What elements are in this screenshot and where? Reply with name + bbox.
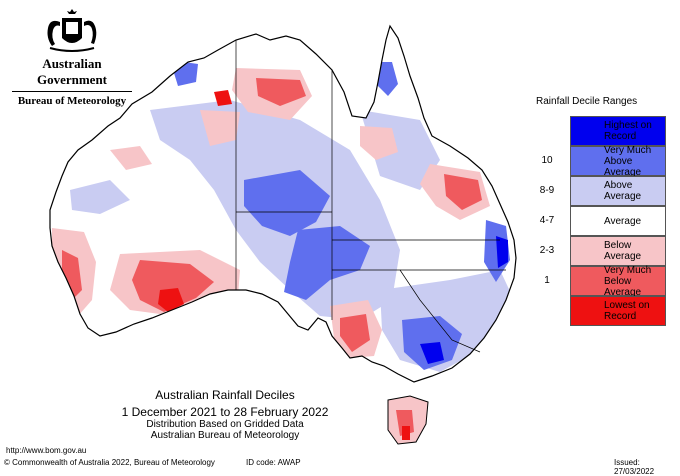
legend-row: 8-9 Above Average bbox=[530, 176, 670, 206]
legend: Highest on Record 10 Very Much Above Ave… bbox=[530, 116, 670, 326]
tasmania bbox=[387, 395, 429, 445]
legend-title: Rainfall Decile Ranges bbox=[536, 96, 638, 107]
legend-label: Average bbox=[604, 215, 642, 227]
mainland-outline bbox=[49, 24, 517, 383]
copyright-text: © Commonwealth of Australia 2022, Bureau… bbox=[4, 458, 215, 467]
legend-row: Highest on Record bbox=[530, 116, 670, 146]
legend-label: Very Much Above Average bbox=[604, 144, 652, 178]
logo-divider bbox=[12, 91, 132, 92]
bureau-name: Bureau of Meteorology bbox=[17, 95, 127, 107]
map-title-block: Australian Rainfall Deciles 1 December 2… bbox=[110, 388, 340, 441]
legend-label: Very Much Below Average bbox=[604, 264, 652, 298]
legend-swatch-highest: Highest on Record bbox=[570, 116, 666, 146]
legend-swatch-very-much-below: Very Much Below Average bbox=[570, 264, 666, 298]
legend-swatch-above: Above Average bbox=[570, 176, 666, 206]
issued-date: Issued: 27/03/2022 bbox=[614, 458, 655, 476]
legend-row: 2-3 Below Average bbox=[530, 236, 670, 266]
map-period: 1 December 2021 to 28 February 2022 bbox=[121, 405, 329, 419]
legend-row: Lowest on Record bbox=[530, 296, 670, 326]
legend-range: 10 bbox=[541, 155, 553, 166]
legend-label: Below Average bbox=[604, 240, 642, 262]
legend-label: Lowest on Record bbox=[604, 300, 650, 322]
legend-swatch-very-much-above: Very Much Above Average bbox=[570, 144, 666, 178]
legend-swatch-average: Average bbox=[570, 206, 666, 236]
legend-row: 10 Very Much Above Average bbox=[530, 144, 670, 178]
legend-range: 4-7 bbox=[539, 215, 555, 226]
legend-swatch-lowest: Lowest on Record bbox=[570, 296, 666, 326]
government-logo: Australian Government Bureau of Meteorol… bbox=[8, 8, 136, 107]
legend-swatch-below: Below Average bbox=[570, 236, 666, 266]
legend-range: 8-9 bbox=[539, 185, 555, 196]
bom-url-link[interactable]: http://www.bom.gov.au bbox=[6, 446, 87, 455]
coat-of-arms-icon bbox=[47, 9, 97, 52]
state-borders bbox=[235, 40, 506, 353]
legend-label: Above Average bbox=[604, 180, 642, 202]
legend-range: 2-3 bbox=[539, 245, 555, 256]
map-source: Australian Bureau of Meteorology bbox=[150, 430, 300, 441]
legend-range: 1 bbox=[544, 275, 550, 286]
legend-row: 4-7 Average bbox=[530, 206, 670, 236]
legend-label: Highest on Record bbox=[604, 120, 652, 142]
map-method: Distribution Based on Gridded Data bbox=[146, 419, 304, 430]
map-title: Australian Rainfall Deciles bbox=[155, 388, 295, 402]
id-code: ID code: AWAP bbox=[246, 458, 301, 467]
legend-row: 1 Very Much Below Average bbox=[530, 264, 670, 298]
government-name: Australian Government bbox=[36, 56, 108, 87]
